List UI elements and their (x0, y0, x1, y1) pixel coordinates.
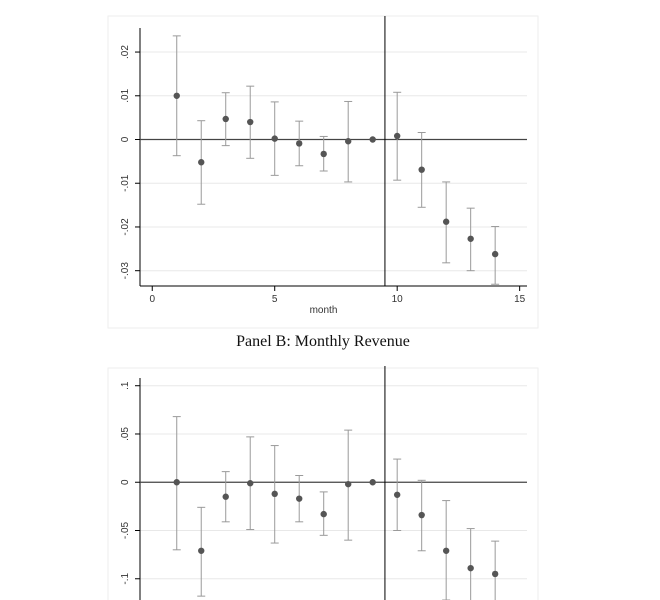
panel-b-y-tick-label: 0 (120, 479, 131, 485)
panel-b-y-tick-label: .05 (120, 427, 131, 441)
panel-b-y-tick-label: .1 (120, 381, 131, 390)
panel-b-y-tick-label: -.05 (120, 521, 131, 539)
panel-a-frame (107, 15, 539, 329)
panel-a-data-point (320, 150, 327, 158)
panel-a-y-tick-label: 0 (120, 136, 131, 142)
panel-b-data-point (393, 491, 401, 498)
panel-b-data-point (173, 479, 180, 486)
panel-a-y-tick-label: .01 (120, 88, 131, 102)
panel-b-data-point (222, 493, 229, 500)
panel-b-data-point (247, 480, 254, 487)
panel-a-x-axis-title: month (310, 305, 338, 316)
panel-a-data-point (418, 166, 425, 173)
panel-a-x-tick-label: 10 (392, 294, 404, 305)
panel-b-caption: Panel B: Monthly Revenue (236, 333, 410, 350)
panel-b-data-point (344, 480, 352, 488)
panel-a-data-point (393, 132, 401, 140)
panel-a-chart: .02 .01 0 -.01 -.02 -.03 0 5 10 15 month (120, 16, 527, 316)
panel-b-data-point (418, 511, 425, 519)
panel-a-data-point (369, 136, 376, 143)
panel-b-data-point (296, 495, 303, 502)
panel-b-data-point (271, 490, 278, 498)
panel-a-data-point (198, 159, 205, 166)
panel-a-data-point (344, 138, 352, 145)
panel-a-data-point (173, 92, 180, 99)
panel-a-data-point (442, 218, 450, 225)
panel-a-y-tick-label: -.01 (120, 174, 131, 192)
panel-a-x-tick-label: 15 (514, 294, 526, 305)
panel-a-data-point (271, 135, 278, 142)
panel-b-data-point (320, 510, 327, 518)
panel-a-data-point (491, 250, 499, 258)
panel-a-data-point (222, 115, 229, 123)
panel-a-data-point (467, 235, 474, 242)
panel-a-data-point (247, 118, 254, 126)
panel-b-data-point (198, 547, 205, 554)
panel-b-frame (107, 367, 539, 600)
panel-b-data-point (442, 547, 450, 554)
panel-b-chart: .1 .05 0 -.05 -.1 (120, 366, 527, 600)
panel-b-data-point (467, 564, 474, 572)
panel-a-x-tick-label: 5 (272, 294, 278, 305)
panel-a-x-tick-label: 0 (149, 294, 155, 305)
panel-b-data-point (369, 479, 376, 486)
panel-a-y-tick-label: .02 (120, 45, 131, 59)
panel-b-y-tick-label: -.1 (120, 572, 131, 584)
panel-a-y-tick-label: -.02 (120, 218, 131, 236)
panel-b-data-point (491, 570, 499, 578)
panel-a-y-tick-label: -.03 (120, 262, 131, 280)
panel-a-data-point (296, 140, 303, 147)
